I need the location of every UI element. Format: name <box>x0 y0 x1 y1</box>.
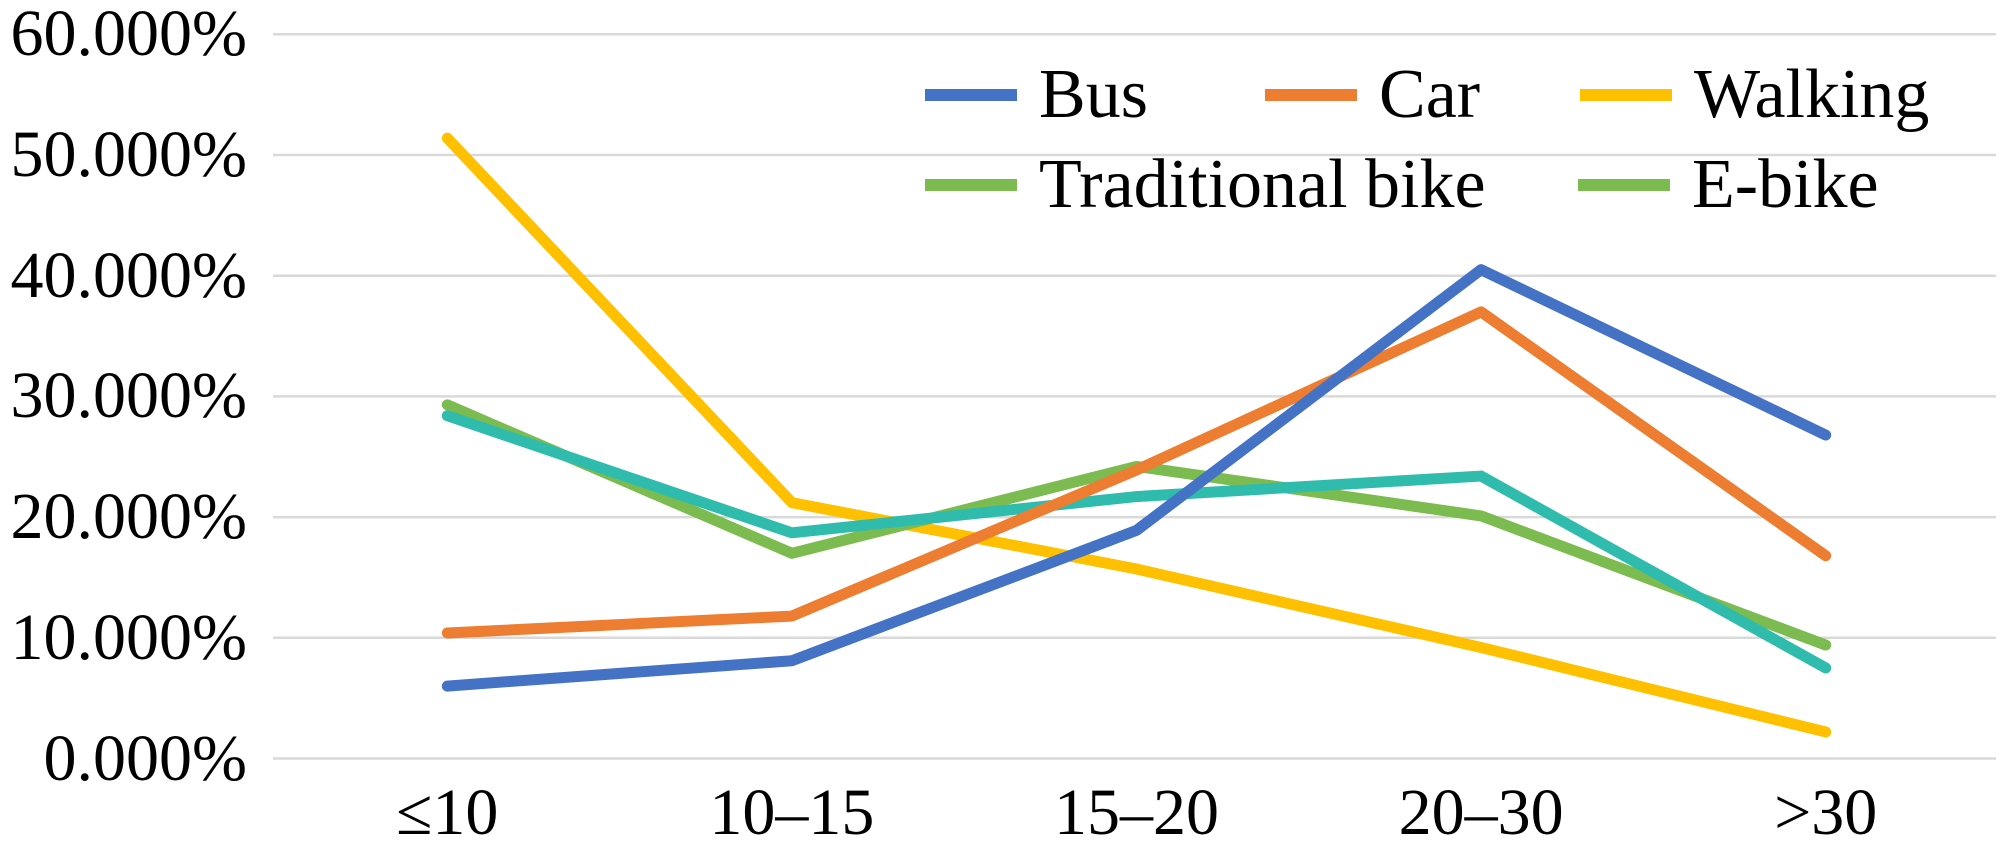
x-tick-label: ≤10 <box>396 776 499 849</box>
y-tick-label: 30.000% <box>10 359 247 433</box>
legend-label-walking: Walking <box>1694 56 1930 133</box>
legend-swatch-bus <box>925 89 1017 101</box>
series-line-car <box>441 306 1832 639</box>
legend-item-e-bike: E-bike <box>1578 150 1879 220</box>
y-tick-label: 40.000% <box>10 238 247 312</box>
series-line-walking <box>441 132 1832 738</box>
x-tick-label: 10–15 <box>709 776 875 849</box>
series-line-e-bike <box>441 410 1832 674</box>
x-tick-label: >30 <box>1774 776 1878 849</box>
legend-swatch-e-bike <box>1578 179 1670 191</box>
y-tick-label: 0.000% <box>43 721 247 795</box>
x-tick-label: 15–20 <box>1054 776 1219 849</box>
legend-label-bus: Bus <box>1039 56 1148 133</box>
legend-swatch-traditional-bike <box>925 179 1017 191</box>
y-tick-label: 60.000% <box>10 0 247 71</box>
legend-item-car: Car <box>1265 60 1480 130</box>
series-line-bus <box>441 264 1832 692</box>
x-tick-label: 20–30 <box>1398 776 1564 849</box>
y-tick-label: 50.000% <box>10 118 247 191</box>
legend-item-bus: Bus <box>925 60 1148 130</box>
legend-label-traditional-bike: Traditional bike <box>1039 146 1486 223</box>
y-tick-label: 10.000% <box>10 600 247 674</box>
legend-label-e-bike: E-bike <box>1692 146 1879 223</box>
y-tick-label: 20.000% <box>10 480 247 554</box>
legend-item-traditional-bike: Traditional bike <box>925 150 1486 220</box>
legend-item-walking: Walking <box>1580 60 1929 130</box>
legend-swatch-walking <box>1580 89 1672 101</box>
legend-label-car: Car <box>1379 56 1481 133</box>
legend-swatch-car <box>1265 89 1357 101</box>
